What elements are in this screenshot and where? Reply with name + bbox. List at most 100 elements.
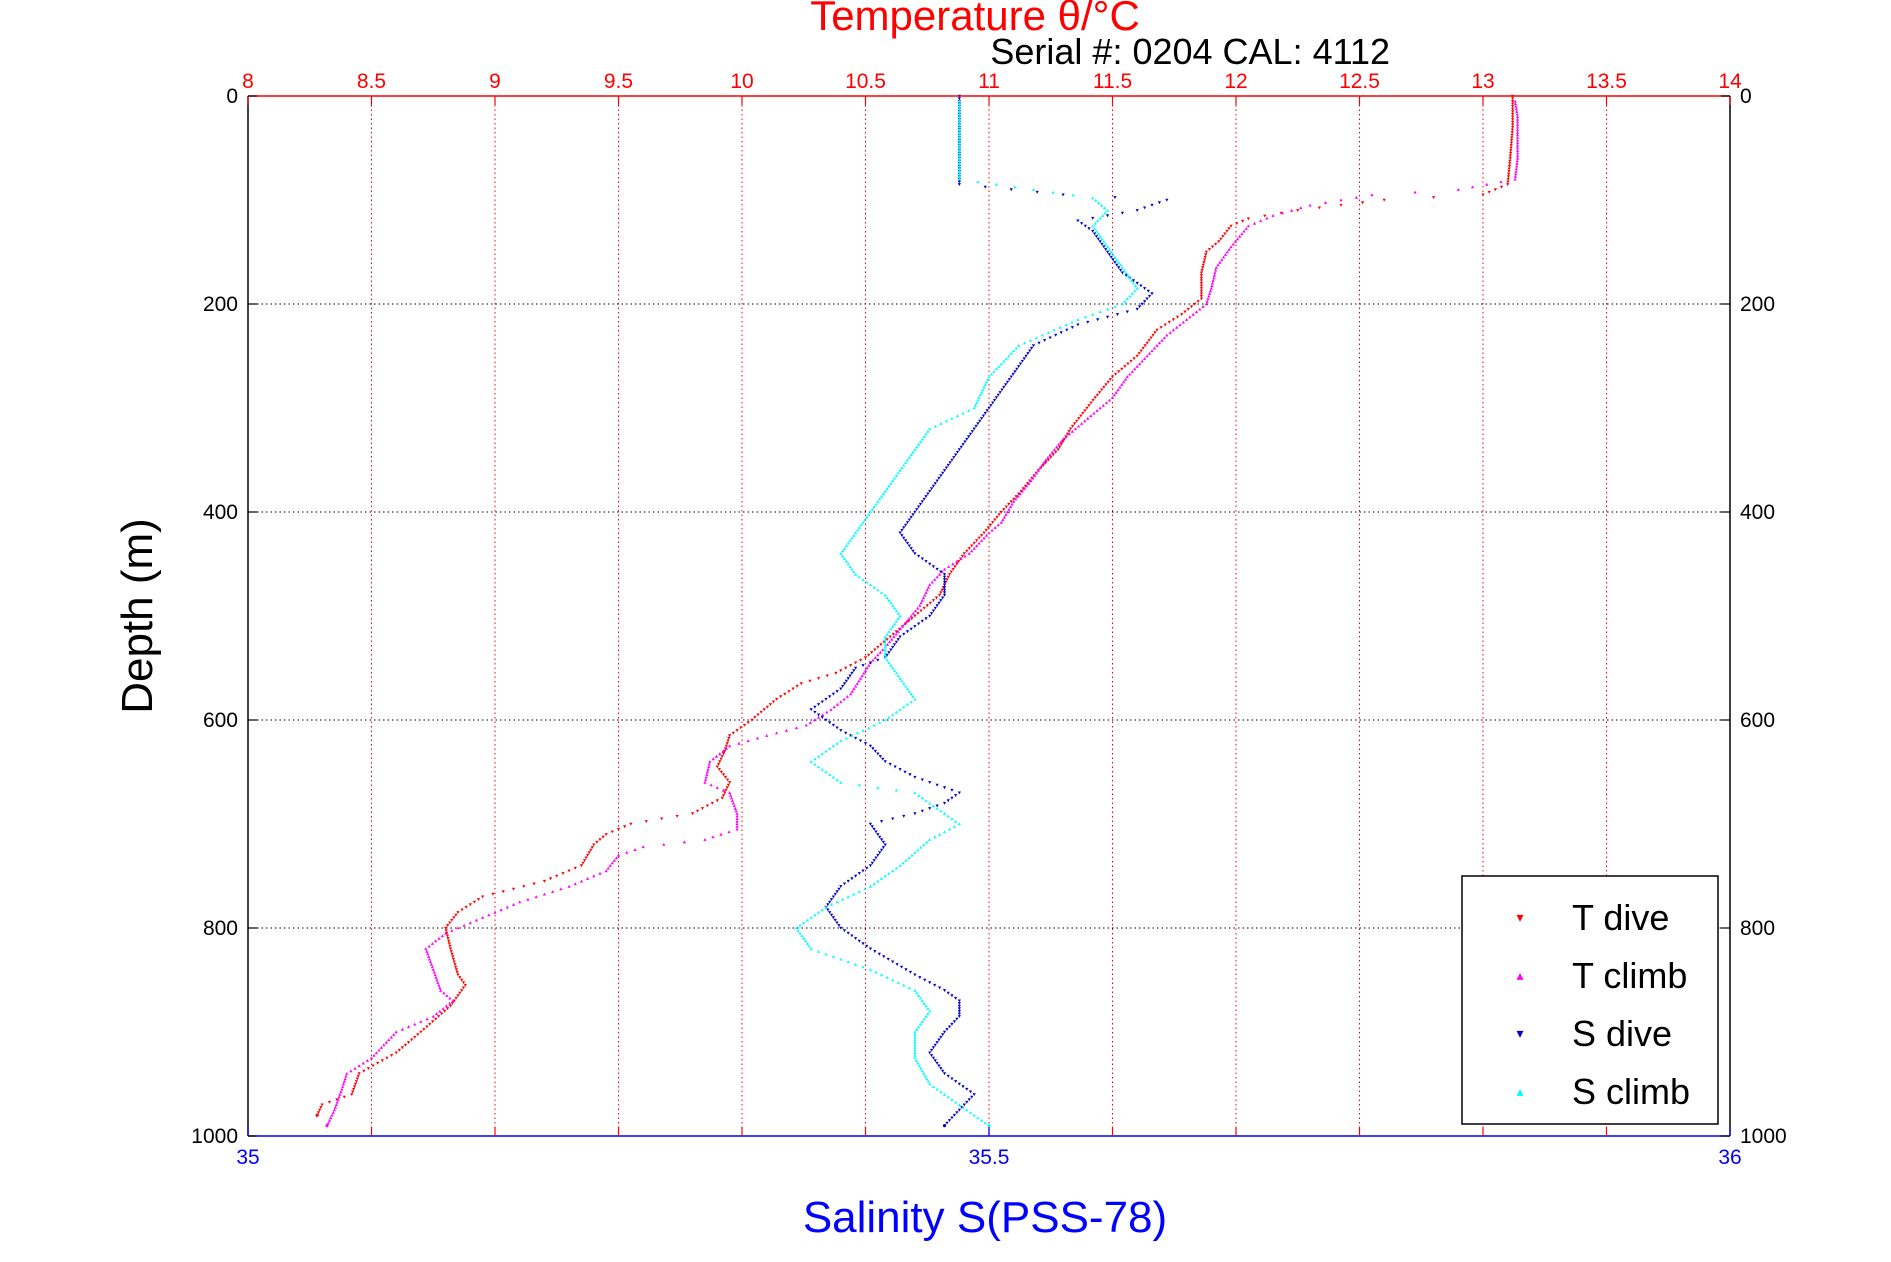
data-point <box>957 791 961 795</box>
data-point <box>1511 97 1515 101</box>
data-point <box>616 853 621 857</box>
data-point <box>1515 123 1520 126</box>
data-point <box>883 650 887 654</box>
data-point <box>816 765 821 769</box>
data-point <box>879 591 884 594</box>
data-point <box>315 1113 319 1117</box>
data-point <box>397 1048 401 1052</box>
data-point <box>920 1069 924 1073</box>
data-point <box>1515 146 1520 150</box>
data-point <box>1002 385 1006 389</box>
data-point <box>920 500 924 504</box>
data-point <box>592 874 596 878</box>
data-point <box>774 731 779 735</box>
data-point <box>878 497 882 501</box>
data-point <box>1186 307 1190 311</box>
data-point <box>846 960 850 964</box>
data-point <box>1515 154 1520 158</box>
data-point <box>1096 237 1100 241</box>
data-point <box>1017 344 1021 347</box>
data-point <box>1106 380 1110 384</box>
left-tick-label: 600 <box>203 709 238 732</box>
data-point <box>729 796 734 800</box>
data-point <box>942 583 947 587</box>
data-point <box>1217 240 1221 244</box>
data-point <box>913 609 918 613</box>
data-point <box>828 911 832 914</box>
data-point <box>896 611 900 615</box>
data-point <box>1220 258 1224 262</box>
data-point <box>899 965 904 969</box>
data-point <box>942 586 947 589</box>
data-point <box>957 183 961 186</box>
data-point <box>413 1035 417 1039</box>
data-point <box>984 528 988 532</box>
data-point <box>977 396 981 399</box>
data-point <box>1149 336 1153 340</box>
data-point <box>898 614 902 618</box>
data-point <box>1042 339 1047 342</box>
data-point <box>950 796 954 800</box>
data-point <box>805 942 810 945</box>
data-point <box>835 900 839 904</box>
data-point <box>878 721 882 724</box>
data-point <box>354 1080 358 1083</box>
data-point <box>952 1020 957 1024</box>
data-point <box>440 1012 444 1016</box>
data-point <box>942 573 947 576</box>
data-point <box>1515 143 1520 147</box>
data-point <box>842 682 847 686</box>
data-point <box>1175 325 1179 329</box>
data-point <box>952 456 956 459</box>
data-point <box>850 536 854 540</box>
data-point <box>857 526 861 529</box>
data-point <box>950 1116 954 1120</box>
data-point <box>608 864 612 867</box>
data-point <box>703 778 708 782</box>
data-point <box>1102 245 1106 249</box>
data-point <box>1054 333 1058 337</box>
data-point <box>445 994 449 997</box>
data-point <box>327 1100 332 1104</box>
data-point <box>871 747 875 751</box>
data-point <box>1196 300 1200 303</box>
data-point <box>1012 497 1016 501</box>
data-point <box>410 1038 414 1042</box>
data-point <box>454 913 458 917</box>
data-point <box>1015 367 1019 371</box>
data-point <box>1485 182 1489 186</box>
data-point <box>917 793 921 797</box>
data-point <box>935 567 939 571</box>
data-point <box>1214 268 1218 272</box>
data-point <box>953 565 957 569</box>
data-point <box>1143 300 1147 303</box>
data-point <box>983 1121 987 1125</box>
data-point <box>942 801 947 805</box>
data-point <box>941 596 945 600</box>
data-point <box>855 682 859 685</box>
data-point <box>724 788 728 792</box>
data-point <box>1096 232 1100 236</box>
data-point <box>804 939 808 943</box>
data-point <box>1146 289 1150 293</box>
data-point <box>1160 338 1164 342</box>
data-point <box>342 1095 346 1099</box>
data-point <box>878 755 882 758</box>
data-point <box>825 674 829 678</box>
data-point <box>891 817 895 821</box>
data-point <box>1016 494 1020 498</box>
data-point <box>898 708 902 711</box>
data-point <box>957 172 961 176</box>
data-point <box>846 562 850 566</box>
data-point <box>721 794 726 797</box>
data-point <box>991 521 995 524</box>
data-point <box>879 494 884 498</box>
data-point <box>589 848 593 852</box>
data-point <box>844 666 848 670</box>
data-point <box>902 705 906 709</box>
data-point <box>909 614 913 618</box>
data-point <box>1150 203 1154 207</box>
legend-marker-t-dive: ▾ <box>1516 910 1523 926</box>
data-point <box>434 975 438 979</box>
data-point <box>1120 266 1124 269</box>
